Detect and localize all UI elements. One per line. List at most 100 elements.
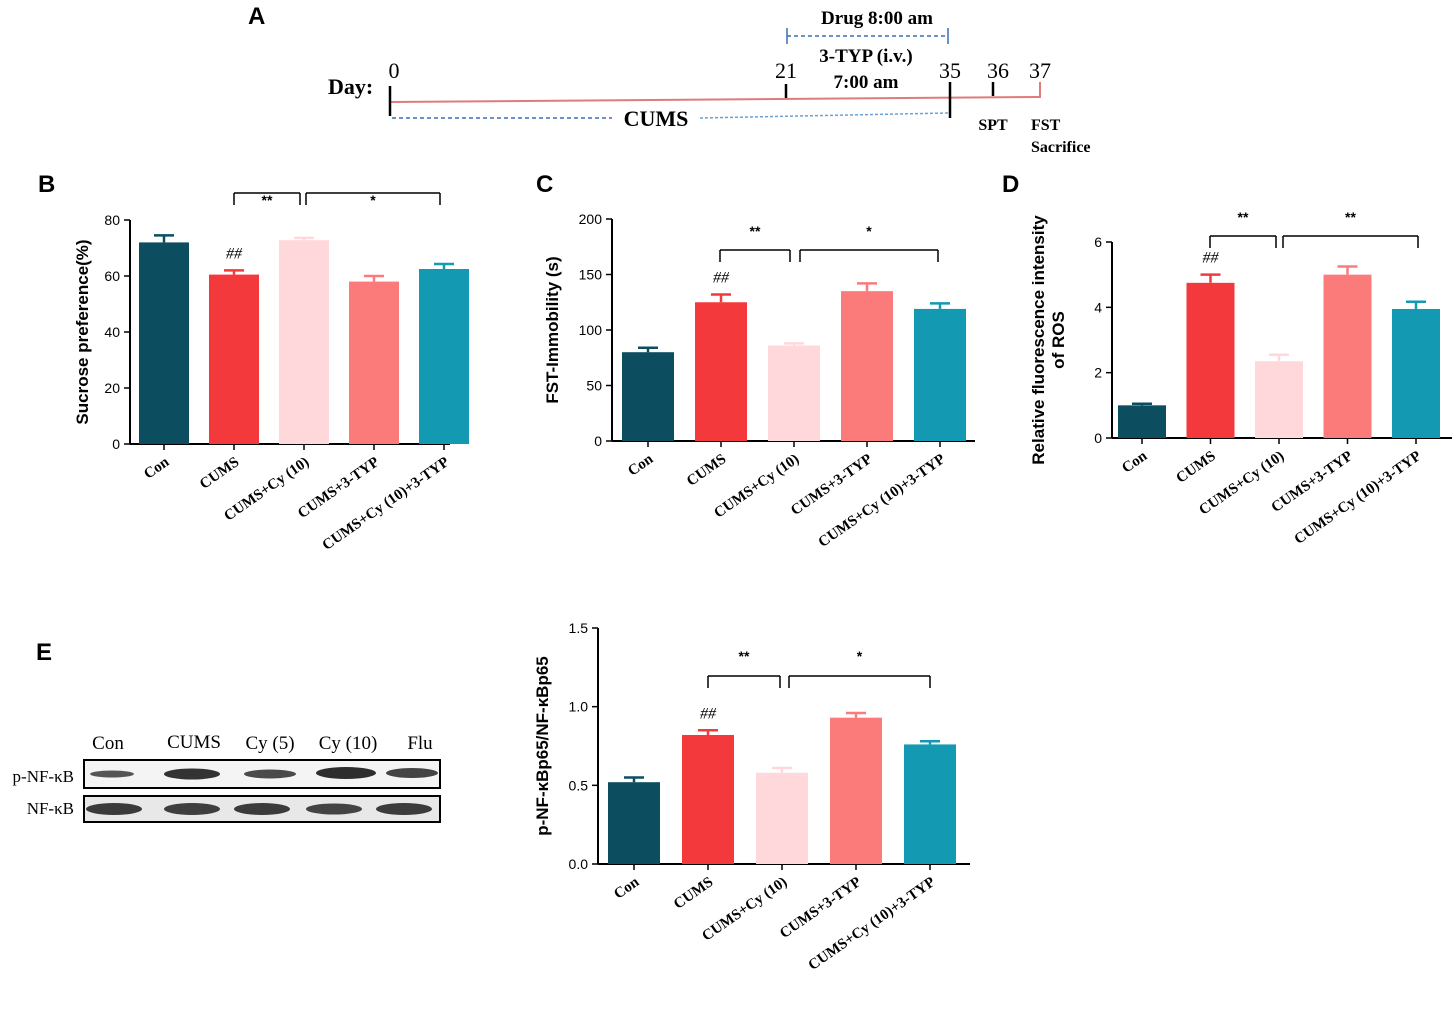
spt-label: SPT — [978, 117, 1008, 134]
blot-lane-label: Cy (5) — [245, 733, 294, 754]
bar — [1118, 405, 1166, 438]
blot-row-label-p-nfkb: p-NF-κB — [13, 767, 74, 786]
y-tick-label: 40 — [104, 324, 120, 340]
sig-label: * — [857, 648, 863, 664]
y-tick-label: 50 — [586, 378, 602, 394]
bar — [768, 345, 820, 441]
y-tick-label: 0.0 — [569, 856, 589, 872]
panel-letter: C — [536, 171, 553, 198]
panel-a-letter: A — [248, 3, 265, 30]
x-tick-label: CUMS+Cy (10)+3-TYP — [320, 454, 453, 554]
day-tick-36: 36 — [987, 58, 1009, 83]
timeline-line — [389, 96, 1041, 103]
y-tick-label: 4 — [1094, 299, 1102, 315]
y-tick-label: 1.5 — [569, 620, 589, 636]
y-tick-label: 150 — [579, 267, 603, 283]
y-axis-label: Sucrose preference(%) — [73, 239, 92, 424]
day-tick-0: 0 — [389, 58, 400, 83]
sig-label: ** — [262, 192, 273, 208]
y-axis-label: p-NF-κBp65/NF-κBp65 — [533, 656, 552, 836]
day-tick-35: 35 — [939, 58, 961, 83]
x-tick-label: CUMS — [197, 454, 242, 492]
sig-label: ** — [1345, 209, 1356, 225]
y-axis-label: of ROS — [1049, 311, 1068, 369]
blot-band — [376, 803, 432, 815]
chart-d: D 0 2 4 6 Relative fluorescence intensity of R… — [1002, 171, 1452, 548]
blot-band — [316, 767, 376, 779]
blot-band — [244, 769, 296, 779]
cums-label: CUMS — [624, 106, 689, 131]
drug-label: Drug 8:00 am — [821, 8, 933, 29]
x-tick-label: Con — [625, 451, 657, 480]
chart-b: B 0 20 40 60 80 Sucrose preference(%) Con CUMS CU… — [38, 171, 469, 554]
bar — [682, 734, 734, 864]
western-blot: Con CUMS Cy (5) Cy (10) Flu p-NF-κB NF-κ… — [13, 732, 441, 823]
sig-label: * — [866, 223, 872, 239]
sacrifice-label: Sacrifice — [1031, 139, 1091, 156]
blot-band — [164, 803, 220, 815]
bar — [209, 274, 259, 444]
bar — [349, 281, 399, 444]
blot-band — [164, 768, 220, 780]
bar — [1323, 274, 1372, 438]
y-axis-label: Relative fluorescence intensity — [1029, 215, 1048, 465]
bar — [904, 744, 956, 864]
bar — [139, 242, 189, 444]
x-tick-label: Con — [611, 874, 643, 903]
chart-c: C 0 50 100 150 200 FST-Immobility (s) Con CUMS CU… — [536, 171, 975, 551]
y-tick-label: 100 — [579, 322, 603, 338]
panel-letter: B — [38, 171, 55, 198]
bar — [279, 240, 329, 444]
y-tick-label: 1.0 — [569, 699, 589, 715]
blot-lane-label: Flu — [407, 733, 433, 754]
y-tick-label: 0.5 — [569, 777, 589, 793]
hash-marker: ## — [713, 269, 730, 286]
blot-lane-label: CUMS — [167, 732, 221, 753]
hash-marker: ## — [226, 245, 243, 262]
day-label: Day: — [328, 74, 373, 99]
bar — [756, 772, 808, 864]
y-tick-label: 0 — [112, 436, 120, 452]
x-tick-label: CUMS+Cy (10)+3-TYP — [1292, 448, 1425, 548]
day-tick-37: 37 — [1029, 58, 1051, 83]
bar — [1186, 282, 1235, 438]
blot-band — [306, 803, 362, 815]
panel-a: A Day: 0 21 35 36 37 Drug 8:00 am 3-TYP … — [248, 3, 1091, 156]
y-tick-label: 200 — [579, 211, 603, 227]
day-tick-21: 21 — [775, 58, 797, 83]
y-tick-label: 80 — [104, 212, 120, 228]
bar — [841, 291, 893, 441]
x-tick-label: CUMS — [1173, 448, 1218, 486]
blot-lane-label: Con — [92, 733, 124, 754]
blot-band — [90, 770, 134, 778]
panel-letter: E — [36, 639, 52, 666]
x-tick-label: CUMS+Cy (10)+3-TYP — [806, 874, 939, 974]
blot-band — [386, 768, 438, 778]
blot-lane-label: Cy (10) — [319, 733, 378, 754]
bar — [914, 308, 966, 441]
x-tick-label: Con — [1119, 448, 1151, 477]
bar — [830, 717, 882, 864]
y-tick-label: 60 — [104, 268, 120, 284]
bar — [419, 269, 469, 444]
blot-row-label-nfkb: NF-κB — [27, 799, 74, 818]
bar — [1255, 361, 1303, 438]
hash-marker: ## — [1203, 250, 1220, 267]
hash-marker: ## — [700, 705, 717, 722]
sig-label: ** — [750, 223, 761, 239]
bar — [622, 352, 674, 441]
panel-letter: D — [1002, 171, 1019, 198]
blot-band — [86, 803, 142, 815]
y-tick-label: 20 — [104, 380, 120, 396]
y-tick-label: 0 — [1094, 430, 1102, 446]
x-tick-label: CUMS — [671, 874, 716, 912]
x-tick-label: CUMS+Cy (10)+3-TYP — [816, 451, 949, 551]
y-tick-label: 2 — [1094, 365, 1102, 381]
cums-span-right — [699, 112, 949, 119]
blot-band — [234, 803, 290, 815]
sig-label: * — [370, 192, 376, 208]
fst-label: FST — [1031, 117, 1061, 134]
y-axis-label: FST-Immobility (s) — [543, 256, 562, 403]
